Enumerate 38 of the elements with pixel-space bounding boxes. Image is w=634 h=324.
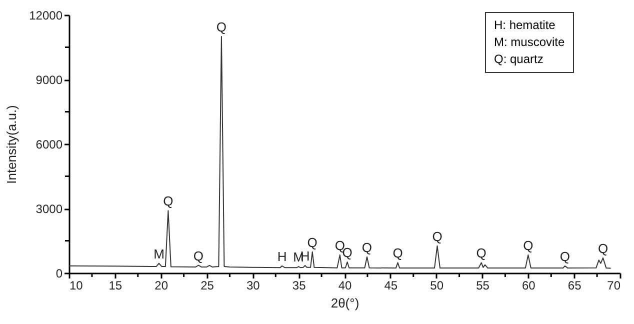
annotation: Q [432,228,442,244]
x-tick-label: 25 [200,278,214,292]
annotation: H: hematite [494,17,556,34]
x-tick-label: 40 [338,278,352,292]
annotation: Q [216,20,227,34]
x-tick-label: 30 [246,278,260,292]
x-tick-label: 15 [108,278,122,292]
annotation: H [277,248,287,264]
x-tick-label: 60 [522,278,536,292]
annotation: Q: quartz [494,51,544,68]
x-tick-label: 50 [430,278,444,292]
x-tick-label: 65 [568,278,582,292]
annotation: M: muscovite [494,34,565,51]
annotation: Q [163,194,174,209]
annotation: Q [560,248,570,264]
x-tick-label: 55 [476,278,490,292]
x-tick-label: 70 [607,278,621,292]
y-tick-label: 12000 [29,8,63,22]
annotation: Q [476,246,486,261]
x-tick-label: 45 [384,278,398,292]
annotation: Q [598,240,608,256]
y-axis-title: Intensity(a.u.) [4,105,20,184]
annotation: Q [392,246,403,261]
y-tick-label: 6000 [36,138,63,152]
x-tick-label: 35 [292,278,306,292]
y-tick-label: 9000 [36,73,63,87]
x-tick-label: 20 [154,278,168,292]
y-tick-label: 0 [56,266,63,280]
annotation: Q [362,240,372,255]
annotation: Q [307,234,318,250]
x-axis-title: 2θ(°) [330,296,360,310]
annotation: Q [193,248,204,264]
annotation: Q [334,238,345,253]
annotation: Q [523,238,534,253]
annotation: M [154,246,164,262]
line-series [69,36,612,269]
x-tick-label: 10 [70,278,84,292]
y-tick-label: 3000 [36,202,63,216]
